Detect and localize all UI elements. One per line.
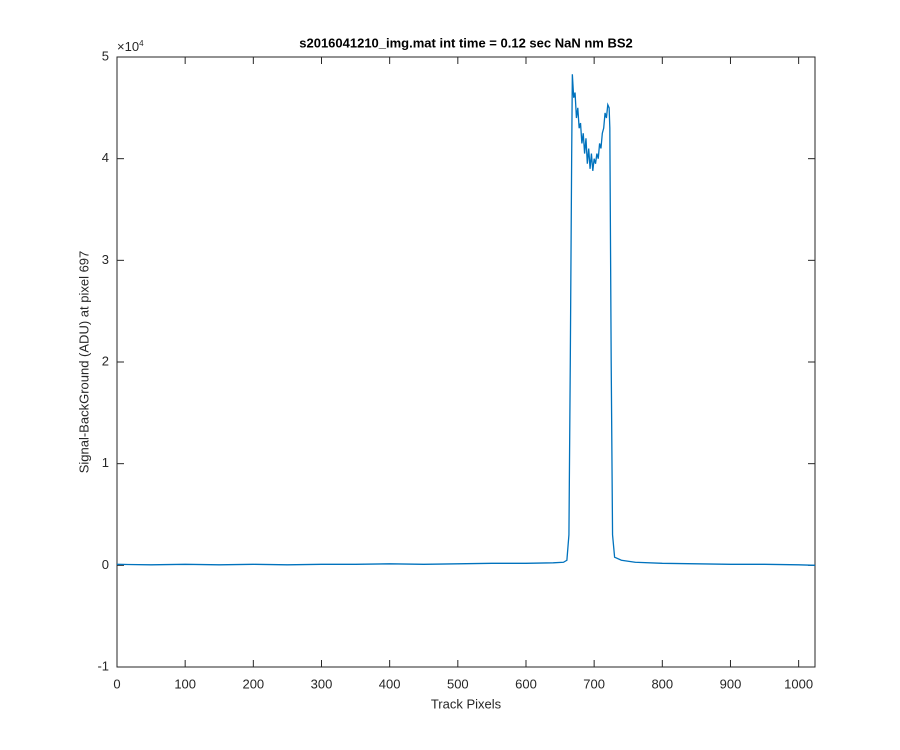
y-tick-label: 5 <box>102 48 109 63</box>
y-tick-label: 2 <box>102 353 109 368</box>
y-axis-label: Signal-BackGround (ADU) at pixel 697 <box>76 251 91 474</box>
y-tick-label: 4 <box>102 150 109 165</box>
x-tick-label: 600 <box>515 676 537 691</box>
x-axis-label: Track Pixels <box>431 696 502 711</box>
chart-title: s2016041210_img.mat int time = 0.12 sec … <box>299 35 633 50</box>
x-tick-label: 500 <box>447 676 469 691</box>
x-tick-label: 0 <box>113 676 120 691</box>
y-tick-label: -1 <box>97 658 109 673</box>
x-tick-label: 200 <box>242 676 264 691</box>
x-tick-label: 800 <box>651 676 673 691</box>
y-multiplier-base: ×10 <box>117 39 139 54</box>
x-tick-label: 1000 <box>784 676 813 691</box>
x-tick-label: 400 <box>379 676 401 691</box>
x-tick-label: 700 <box>583 676 605 691</box>
y-multiplier-exponent: 4 <box>139 39 144 48</box>
y-multiplier: ×104 <box>117 39 144 54</box>
x-tick-label: 900 <box>720 676 742 691</box>
plot-frame <box>116 56 816 668</box>
y-tick-label: 0 <box>102 557 109 572</box>
data-line <box>116 74 816 566</box>
x-tick-label: 100 <box>174 676 196 691</box>
y-tick-label: 3 <box>102 252 109 267</box>
y-tick-label: 1 <box>102 455 109 470</box>
x-tick-label: 300 <box>311 676 333 691</box>
